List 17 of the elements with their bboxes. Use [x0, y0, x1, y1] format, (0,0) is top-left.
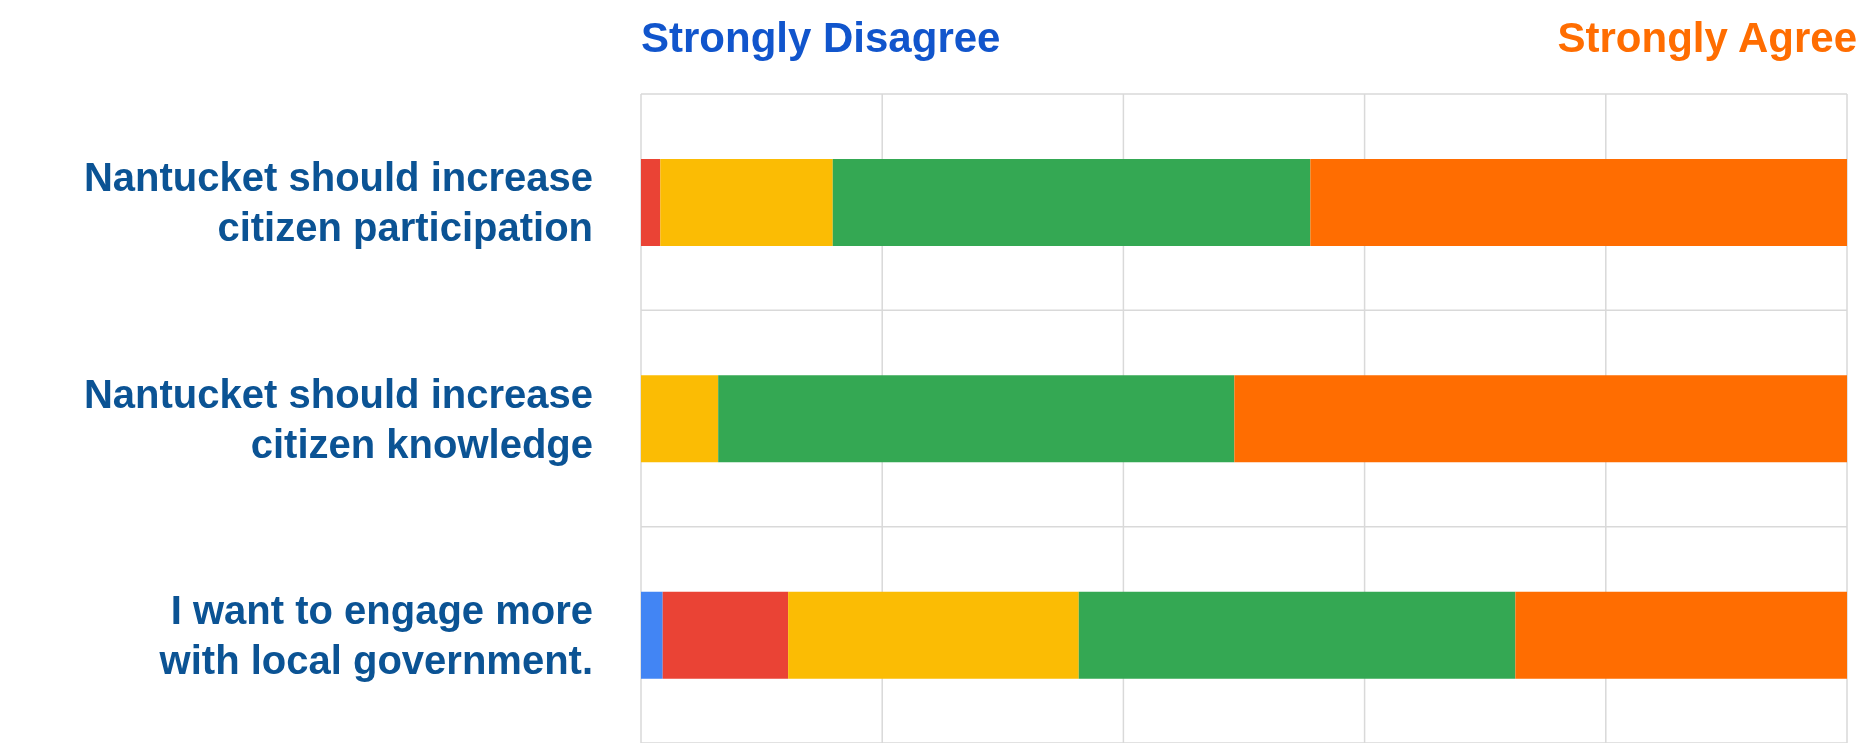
- bar: [1234, 375, 1847, 463]
- bar: [1515, 591, 1847, 679]
- y-tick-label: Nantucket should increase citizen participation: [83, 155, 593, 250]
- bar: [832, 159, 1311, 246]
- bar: [641, 159, 661, 246]
- text: Strongly Disagree: [641, 14, 1001, 62]
- bar: [788, 591, 1079, 679]
- y-tick-label: I want to engage more with local government.: [158, 587, 593, 682]
- bar: [641, 375, 719, 463]
- text: Strongly Agree: [1557, 14, 1857, 62]
- bar: [1310, 159, 1847, 246]
- bar: [718, 375, 1235, 463]
- y-tick-label: Nantucket should increase citizen knowledge: [83, 371, 593, 466]
- bar: [1078, 591, 1516, 679]
- bar: [641, 591, 663, 679]
- bar: [662, 591, 789, 679]
- bar: [660, 159, 833, 246]
